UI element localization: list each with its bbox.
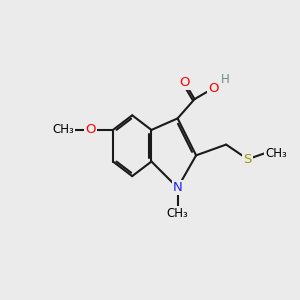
Text: O: O (179, 76, 190, 89)
Text: O: O (208, 82, 218, 95)
Text: CH₃: CH₃ (167, 207, 188, 220)
Text: CH₃: CH₃ (266, 146, 287, 160)
Text: H: H (221, 74, 230, 86)
Text: S: S (244, 153, 252, 166)
Text: O: O (85, 123, 96, 136)
Text: N: N (173, 181, 182, 194)
Text: CH₃: CH₃ (53, 123, 74, 136)
